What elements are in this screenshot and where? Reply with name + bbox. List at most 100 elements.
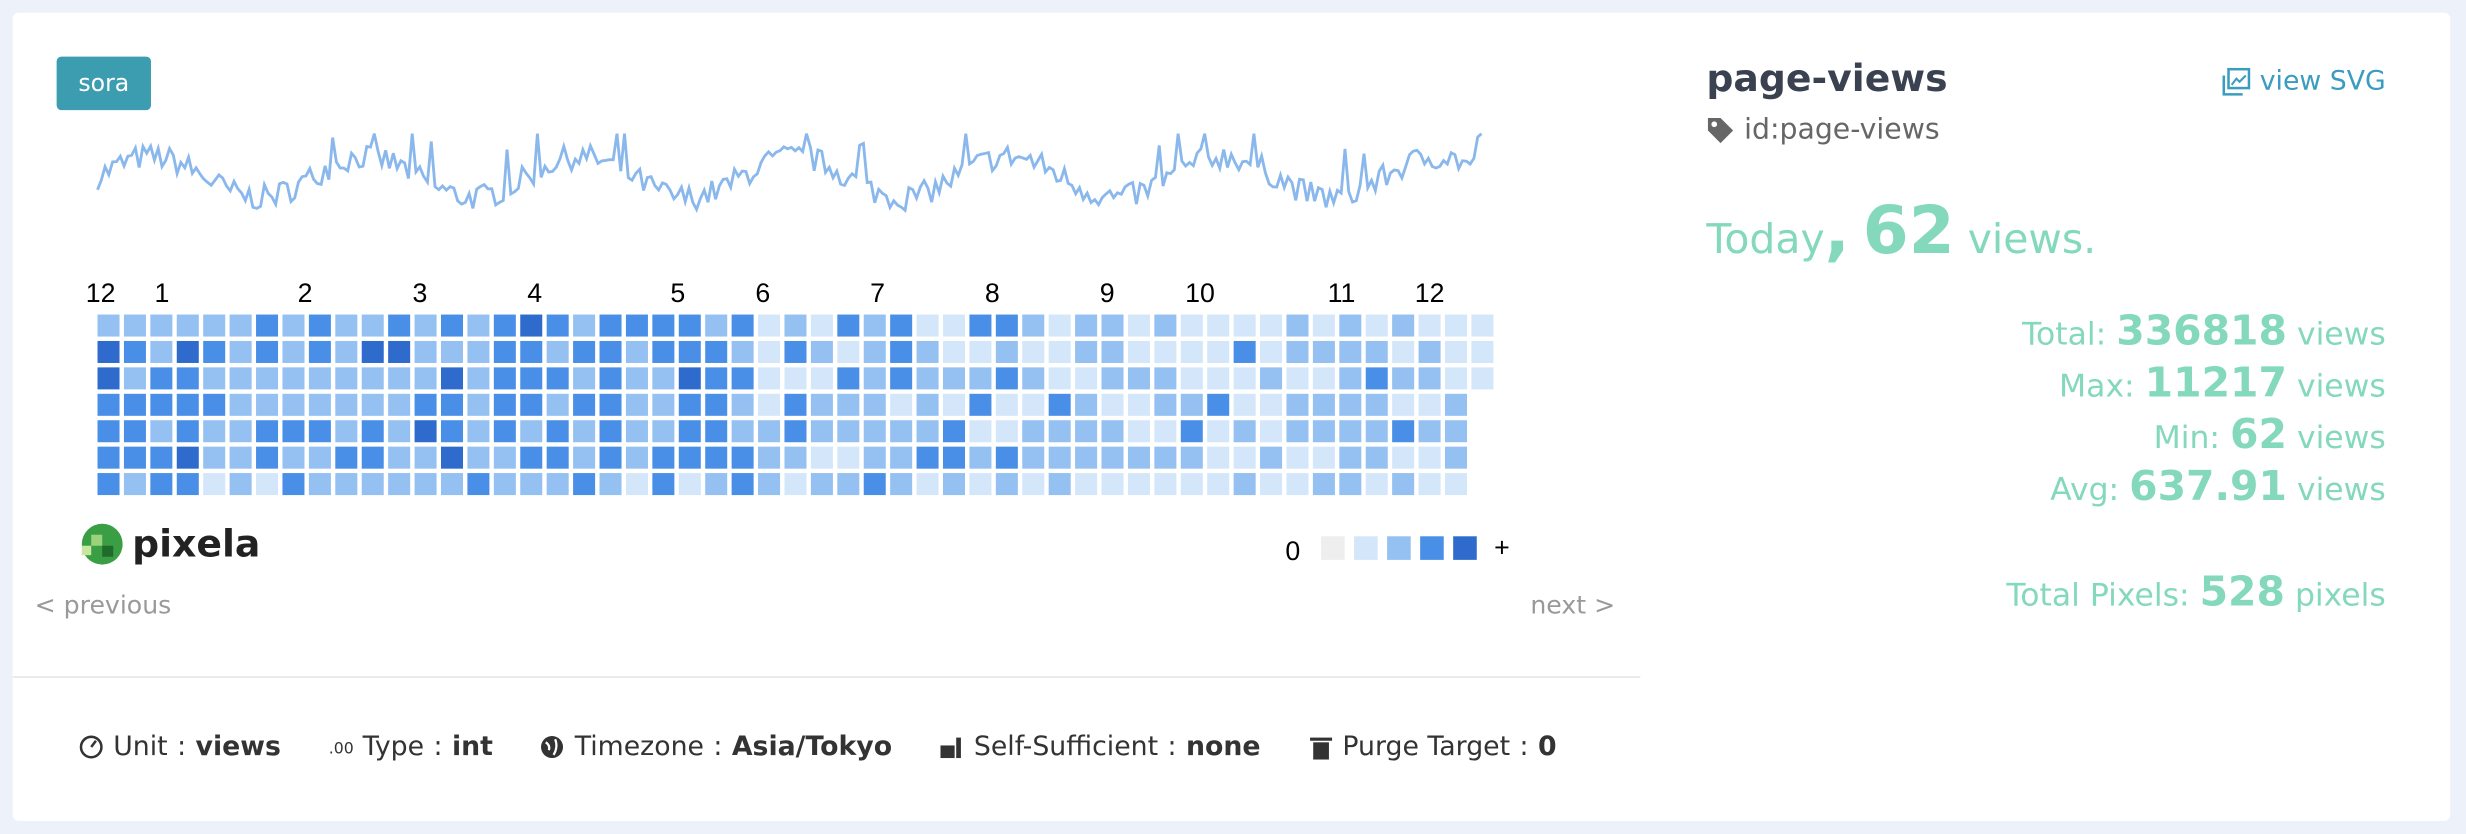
heatmap-cell xyxy=(150,367,173,390)
heatmap-cell xyxy=(599,446,622,469)
stat-row: Total: 336818 views xyxy=(2022,308,2386,355)
heatmap-cell xyxy=(758,420,781,443)
heatmap-cell xyxy=(625,473,648,496)
user-badge[interactable]: sora xyxy=(56,56,151,111)
heatmap-cell xyxy=(493,420,516,443)
heatmap-cell xyxy=(942,367,966,390)
heatmap-cell xyxy=(335,314,358,337)
heatmap-cell xyxy=(705,420,728,443)
heatmap-cell xyxy=(1048,367,1071,390)
heatmap-cell xyxy=(995,314,1018,337)
heatmap-cell xyxy=(837,314,860,337)
heatmap-cell xyxy=(229,340,252,363)
heatmap-cell xyxy=(1365,314,1388,337)
heatmap-cell xyxy=(282,340,305,363)
heatmap-cell xyxy=(97,367,120,390)
heatmap-cell xyxy=(1075,473,1098,496)
heatmap-cell xyxy=(1286,340,1309,363)
heatmap-cell xyxy=(942,446,966,469)
heatmap-cell xyxy=(176,340,199,363)
heatmap-cell xyxy=(388,420,411,443)
heatmap-cell xyxy=(203,446,226,469)
heatmap-cell xyxy=(414,446,437,469)
heatmap-cell xyxy=(123,420,146,443)
stat-value: 528 xyxy=(2199,569,2285,617)
heatmap-cell xyxy=(335,446,358,469)
month-label: 3 xyxy=(412,278,427,308)
heatmap-cell xyxy=(1312,393,1335,416)
heatmap-cell xyxy=(1075,340,1098,363)
previous-link[interactable]: < previous xyxy=(34,589,172,620)
heatmap-cell xyxy=(731,340,754,363)
heatmap-cell xyxy=(573,420,596,443)
heatmap-cell xyxy=(440,393,464,416)
heatmap-cell xyxy=(388,473,411,496)
heatmap-cell xyxy=(256,340,279,363)
heatmap-cell xyxy=(1022,314,1045,337)
heatmap-cell xyxy=(546,367,569,390)
heatmap-cell xyxy=(1312,446,1335,469)
heatmap-cell xyxy=(1418,393,1441,416)
heatmap-cell xyxy=(916,340,939,363)
heatmap-cell xyxy=(229,446,252,469)
heatmap-cell xyxy=(1365,473,1388,496)
heatmap-cell xyxy=(1233,314,1256,337)
heatmap-cell xyxy=(969,367,992,390)
heatmap-cell xyxy=(1127,340,1150,363)
footer: Unit: views .00 Type: int Timezone: Asia/Tokyo… xyxy=(79,731,1557,763)
heatmap-cell xyxy=(995,367,1018,390)
heatmap-cell xyxy=(758,473,781,496)
heatmap-cell xyxy=(150,420,173,443)
footer-sep: : xyxy=(433,731,443,763)
heatmap-cell xyxy=(123,446,146,469)
heatmap-cell xyxy=(1101,314,1124,337)
next-link[interactable]: next > xyxy=(1530,589,1616,620)
heatmap-cell xyxy=(176,367,199,390)
heatmap-cell xyxy=(573,393,596,416)
heatmap-cell xyxy=(652,446,675,469)
heatmap-cell xyxy=(150,446,173,469)
heatmap-cell xyxy=(335,420,358,443)
heatmap-cell xyxy=(942,393,966,416)
stat-unit: views xyxy=(2296,366,2386,405)
heatmap-cell xyxy=(1154,340,1177,363)
stat-value: 336818 xyxy=(2116,308,2287,356)
heatmap-cell xyxy=(123,314,146,337)
heatmap-cell xyxy=(1286,473,1309,496)
heatmap-cell xyxy=(282,393,305,416)
month-label: 7 xyxy=(870,278,885,308)
view-svg-link[interactable]: view SVG xyxy=(2222,66,2386,98)
view-svg-text[interactable]: view SVG xyxy=(2259,66,2386,98)
footer-icon xyxy=(541,736,564,759)
heatmap-cell xyxy=(890,473,913,496)
heatmap-cell xyxy=(1260,473,1283,496)
heatmap-cell xyxy=(705,367,728,390)
heatmap-cell xyxy=(256,420,279,443)
heatmap-cell xyxy=(414,314,437,337)
heatmap-cell xyxy=(1127,393,1150,416)
heatmap-cell xyxy=(467,420,490,443)
heatmap-cell xyxy=(863,473,886,496)
heatmap-cell xyxy=(1022,393,1045,416)
heatmap-cell xyxy=(1127,473,1150,496)
heatmap-cell xyxy=(995,446,1018,469)
heatmap-cell xyxy=(546,473,569,496)
heatmap-cell xyxy=(520,446,543,469)
footer-label: Self-Sufficient xyxy=(973,731,1159,763)
legend-low: 0 xyxy=(1285,536,1300,566)
heatmap-cell xyxy=(440,367,464,390)
heatmap-cell xyxy=(1339,473,1362,496)
heatmap-cell xyxy=(1075,367,1098,390)
heatmap-cell xyxy=(123,393,146,416)
heatmap-cell xyxy=(440,446,464,469)
heatmap-cell xyxy=(1075,393,1098,416)
heatmap-cell xyxy=(176,393,199,416)
heatmap-cell xyxy=(652,340,675,363)
heatmap-cell xyxy=(1471,367,1494,390)
heatmap-cell xyxy=(1233,367,1256,390)
today-prefix: Today xyxy=(1706,217,1825,265)
heatmap-cell xyxy=(678,393,701,416)
heatmap-cell xyxy=(1312,340,1335,363)
heatmap-cell xyxy=(1312,367,1335,390)
footer-item: Self-Sufficient: none xyxy=(939,731,1261,763)
